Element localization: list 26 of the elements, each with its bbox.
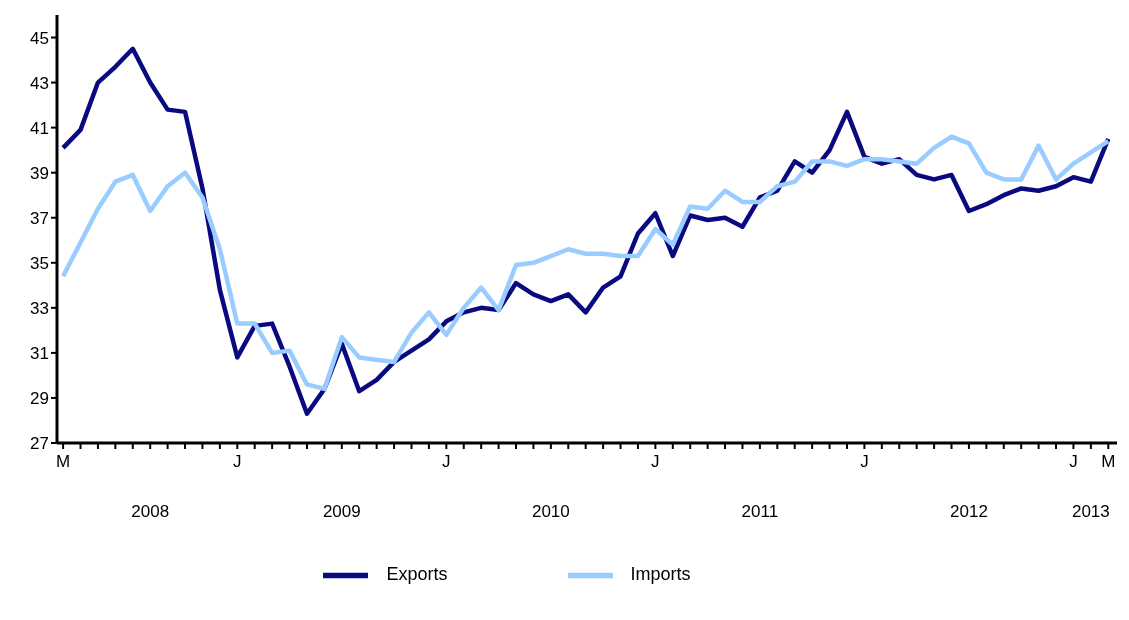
y-tick-label: 41 — [30, 118, 49, 138]
text: 2010 — [531, 502, 570, 522]
y-tick-label: 39 — [30, 163, 49, 183]
legend-label: Exports — [386, 564, 448, 585]
x-tick-label: J — [233, 452, 242, 472]
y-tick-label: 35 — [30, 253, 49, 273]
text: 2008 — [131, 502, 170, 522]
text: 2013 — [1071, 502, 1110, 522]
y-tick-label: 33 — [30, 298, 49, 318]
x-tick-label: J — [860, 452, 869, 472]
y-tick-label: 45 — [30, 28, 49, 48]
x-tick-label: J — [1069, 452, 1078, 472]
y-tick-label: 43 — [30, 73, 49, 93]
text: 2012 — [950, 502, 988, 522]
text: 2009 — [322, 502, 361, 522]
y-tick-label: 37 — [30, 208, 49, 228]
x-tick-label: J — [651, 452, 660, 472]
x-tick-label: M — [1101, 452, 1116, 472]
x-tick-label: J — [442, 452, 451, 472]
y-tick-label: 27 — [30, 434, 49, 454]
y-tick-label: 31 — [30, 343, 49, 363]
line-series — [60, 134, 1111, 392]
text: 2011 — [741, 502, 779, 522]
y-tick-label: 29 — [30, 388, 49, 408]
legend-label: Imports — [630, 564, 691, 585]
x-tick-label: M — [56, 452, 71, 472]
